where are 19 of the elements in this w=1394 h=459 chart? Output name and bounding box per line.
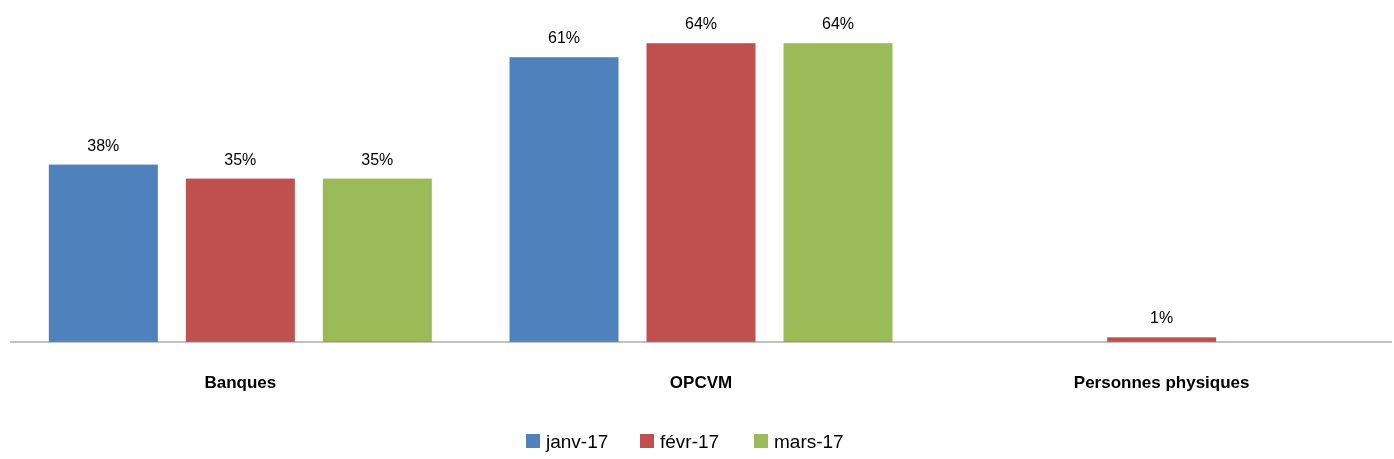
data-label: 64% — [821, 15, 855, 33]
bar — [646, 43, 756, 342]
x-tick-label: Personnes physiques — [1073, 373, 1250, 392]
bar — [322, 178, 432, 342]
x-tick-label: OPCVM — [669, 373, 733, 392]
bar — [509, 57, 619, 342]
legend-label: janv-17 — [545, 431, 609, 452]
data-label: 61% — [547, 29, 581, 47]
legend-label: mars-17 — [774, 431, 844, 452]
x-tick-label: Banques — [204, 373, 277, 392]
bar — [783, 43, 893, 342]
bar — [48, 164, 158, 342]
bar — [185, 178, 295, 342]
data-label: 38% — [87, 136, 120, 154]
data-label: 35% — [361, 150, 394, 168]
data-label: 35% — [224, 150, 257, 168]
legend-label: févr-17 — [660, 431, 720, 452]
data-label: 1% — [1150, 309, 1174, 327]
data-label: 64% — [684, 15, 718, 33]
